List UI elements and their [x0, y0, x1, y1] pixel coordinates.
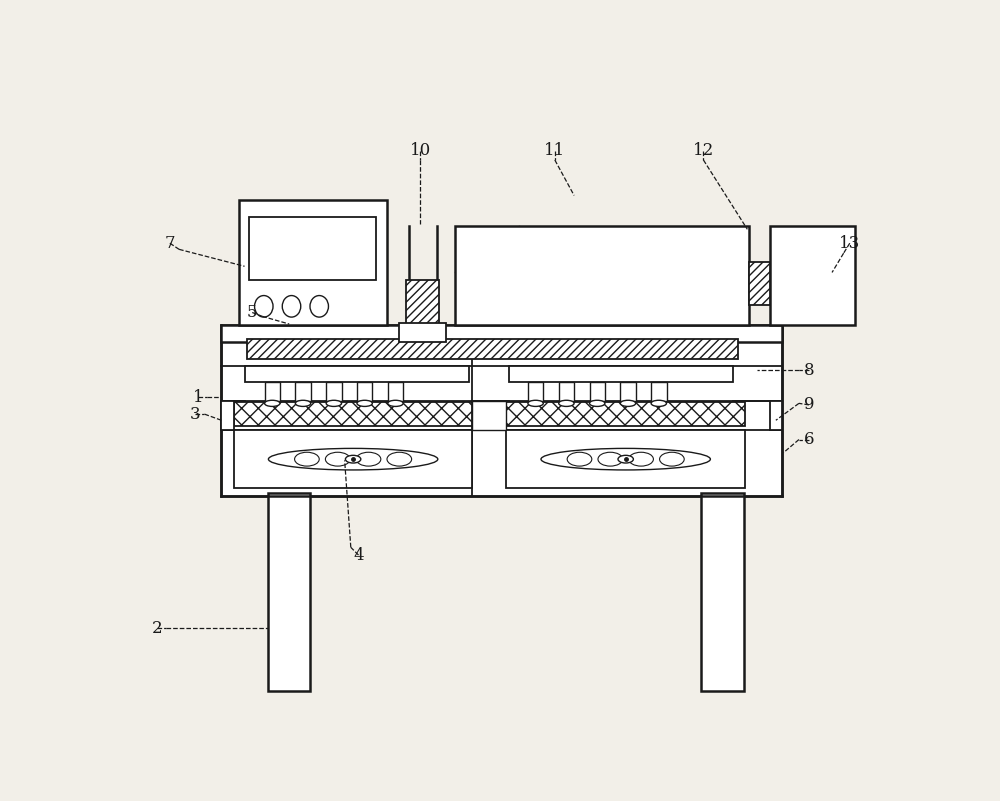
Bar: [472, 401, 506, 429]
Ellipse shape: [268, 449, 438, 470]
Ellipse shape: [660, 453, 684, 466]
Bar: [221, 328, 782, 496]
Ellipse shape: [620, 400, 636, 406]
Bar: [528, 382, 543, 401]
Text: 5: 5: [247, 304, 257, 321]
Ellipse shape: [559, 400, 574, 406]
Text: 4: 4: [353, 546, 364, 564]
Text: 2: 2: [151, 620, 162, 637]
Bar: [265, 382, 280, 401]
Bar: [620, 382, 636, 401]
Bar: [388, 382, 403, 401]
Bar: [239, 200, 387, 325]
Bar: [701, 493, 744, 691]
Ellipse shape: [325, 453, 350, 466]
Bar: [357, 382, 372, 401]
Bar: [221, 325, 782, 342]
Bar: [590, 382, 605, 401]
Text: 12: 12: [693, 143, 714, 159]
Text: 9: 9: [804, 396, 814, 413]
Bar: [295, 382, 311, 401]
Ellipse shape: [541, 449, 710, 470]
Bar: [770, 401, 782, 429]
Text: 3: 3: [190, 405, 201, 423]
Bar: [406, 280, 439, 325]
Text: 1: 1: [193, 388, 204, 405]
Ellipse shape: [618, 455, 633, 463]
Text: 10: 10: [409, 143, 431, 159]
Ellipse shape: [295, 400, 311, 406]
Ellipse shape: [590, 400, 605, 406]
Bar: [399, 324, 446, 342]
Bar: [509, 366, 733, 382]
Bar: [247, 340, 738, 359]
Ellipse shape: [387, 453, 412, 466]
Ellipse shape: [282, 296, 301, 317]
Bar: [249, 217, 376, 280]
Text: 13: 13: [839, 235, 860, 252]
Ellipse shape: [310, 296, 328, 317]
Ellipse shape: [598, 453, 623, 466]
Ellipse shape: [356, 453, 381, 466]
Ellipse shape: [345, 455, 361, 463]
Ellipse shape: [629, 453, 653, 466]
Bar: [651, 382, 667, 401]
Text: 8: 8: [804, 362, 814, 379]
Bar: [559, 382, 574, 401]
Bar: [506, 402, 745, 426]
Text: 11: 11: [544, 143, 565, 159]
Ellipse shape: [255, 296, 273, 317]
Bar: [268, 493, 310, 691]
Bar: [326, 382, 342, 401]
Ellipse shape: [326, 400, 342, 406]
Text: 6: 6: [804, 431, 814, 448]
Bar: [770, 226, 855, 325]
Ellipse shape: [388, 400, 403, 406]
Ellipse shape: [528, 400, 543, 406]
Ellipse shape: [651, 400, 667, 406]
Bar: [234, 430, 472, 488]
Bar: [234, 402, 472, 426]
Ellipse shape: [295, 453, 319, 466]
Bar: [221, 401, 234, 429]
Bar: [245, 366, 469, 382]
Bar: [749, 262, 770, 305]
Ellipse shape: [567, 453, 592, 466]
Bar: [506, 430, 745, 488]
Ellipse shape: [265, 400, 280, 406]
Bar: [455, 226, 749, 325]
Text: 7: 7: [165, 235, 175, 252]
Ellipse shape: [357, 400, 372, 406]
